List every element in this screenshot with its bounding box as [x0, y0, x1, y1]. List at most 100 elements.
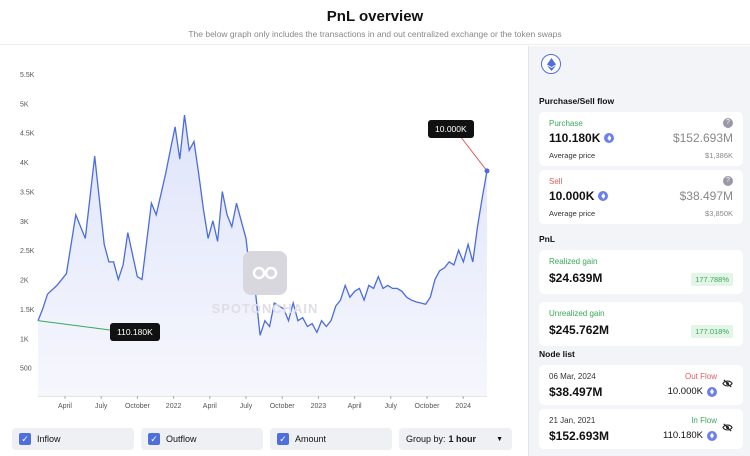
y-tick-label: 5.5K	[20, 72, 35, 79]
page-title: PnL overview	[326, 8, 424, 25]
pnl-title: PnL	[539, 234, 556, 244]
eye-slash-icon[interactable]	[722, 422, 733, 433]
page-header: PnL overview The below graph only includ…	[0, 0, 750, 44]
y-tick-label: 500	[20, 366, 32, 373]
node-usd-value: $38.497M	[549, 385, 603, 399]
sell-tooltip: 10.000K	[428, 120, 474, 138]
sell-amount: 10.000K	[549, 189, 609, 203]
price-line	[37, 115, 488, 336]
realized-gain-value: $24.639M	[549, 271, 603, 285]
group-by-select[interactable]: Group by: 1 hour ▼	[399, 428, 512, 450]
node-item[interactable]: 21 Jan, 2021 In Flow $152.693M 110.180K	[539, 409, 743, 449]
y-tick-label: 3.5K	[20, 189, 35, 196]
node-usd-value: $152.693M	[549, 429, 610, 443]
eth-coin-icon	[598, 191, 609, 201]
y-tick-label: 1K	[20, 336, 29, 343]
x-tick-label: 2022	[166, 403, 182, 410]
sell-connector-line	[459, 135, 488, 172]
x-tick-label: July	[240, 403, 253, 410]
eth-coin-icon	[604, 133, 615, 143]
inflow-toggle[interactable]: ✓ Inflow	[12, 428, 134, 450]
y-tick-label: 3K	[20, 219, 29, 226]
amount-toggle[interactable]: ✓ Amount	[270, 428, 392, 450]
sell-card: Sell ? 10.000K $38.497M Average price $3…	[539, 170, 743, 224]
help-icon[interactable]: ?	[723, 118, 733, 128]
realized-gain-card: Realized gain $24.639M 177.788%	[539, 250, 743, 294]
x-tick-label: April	[58, 403, 72, 410]
unrealized-gain-value: $245.762M	[549, 323, 610, 337]
x-tick-label: October	[415, 403, 441, 410]
purchase-amount: 110.180K	[549, 131, 615, 145]
amount-checkbox-icon[interactable]: ✓	[277, 433, 289, 445]
purchase-connector-line	[37, 320, 111, 331]
x-tick-label: April	[348, 403, 362, 410]
unrealized-gain-card: Unrealized gain $245.762M 177.018%	[539, 302, 743, 346]
header-divider	[0, 44, 750, 45]
node-amount: 110.180K	[663, 430, 717, 441]
realized-gain-label: Realized gain	[549, 257, 598, 266]
node-amount: 10.000K	[668, 386, 717, 397]
purchase-sell-title: Purchase/Sell flow	[539, 96, 615, 106]
x-tick-label: 2024	[455, 403, 471, 410]
unrealized-gain-label: Unrealized gain	[549, 309, 605, 318]
node-date: 21 Jan, 2021	[549, 416, 596, 425]
inflow-checkbox-icon[interactable]: ✓	[19, 433, 31, 445]
inflow-label: Inflow	[37, 434, 61, 444]
outflow-label: Outflow	[166, 434, 197, 444]
chevron-down-icon: ▼	[496, 435, 503, 443]
node-amount-value: 110.180K	[663, 430, 703, 441]
y-tick-label: 4K	[20, 160, 29, 167]
node-flow-type: In Flow	[691, 416, 717, 425]
y-tick-label: 2K	[20, 278, 29, 285]
y-tick-label: 5K	[20, 101, 29, 108]
y-tick-label: 4.5K	[20, 131, 35, 138]
sell-avg-label: Average price	[549, 209, 596, 218]
sell-amount-value: 10.000K	[549, 189, 595, 203]
x-tick-label: 2023	[311, 403, 327, 410]
x-tick-label: July	[385, 403, 398, 410]
x-tick-label: July	[95, 403, 108, 410]
sell-usd: $38.497M	[679, 189, 733, 203]
summary-panel: Purchase/Sell flow Purchase ? 110.180K $…	[528, 46, 750, 456]
x-axis: April July October 2022 April July October 2023…	[38, 395, 487, 410]
y-tick-label: 1.5K	[20, 307, 35, 314]
eth-coin-icon	[707, 386, 717, 397]
purchase-amount-value: 110.180K	[549, 131, 601, 145]
eye-slash-icon[interactable]	[722, 378, 733, 389]
purchase-avg-value: $1,386K	[705, 151, 733, 160]
node-flow-type: Out Flow	[684, 372, 717, 381]
sell-label: Sell	[549, 177, 563, 186]
node-list-title: Node list	[539, 349, 575, 359]
purchase-avg-label: Average price	[549, 151, 596, 160]
eth-coin-icon	[707, 430, 717, 441]
purchase-usd: $152.693M	[672, 131, 733, 145]
watermark: SPOTONCHAIN	[200, 251, 330, 316]
pnl-chart[interactable]: 5.5K 5K 4.5K 4K 3.5K 3K 2.5K 2K 1.5K 1K 500 April J…	[0, 46, 522, 418]
y-axis: 5.5K 5K 4.5K 4K 3.5K 3K 2.5K 2K 1.5K 1K 500	[20, 72, 35, 373]
node-item[interactable]: 06 Mar, 2024 Out Flow $38.497M 10.000K	[539, 365, 743, 405]
x-tick-label: October	[125, 403, 151, 410]
node-amount-value: 10.000K	[667, 386, 703, 397]
sell-point-marker[interactable]	[484, 168, 490, 174]
page-subtitle: The below graph only includes the transa…	[188, 29, 562, 39]
watermark-text: SPOTONCHAIN	[211, 301, 319, 316]
chart-svg[interactable]: 5.5K 5K 4.5K 4K 3.5K 3K 2.5K 2K 1.5K 1K 500 April J…	[0, 46, 522, 418]
sell-avg-value: $3,850K	[705, 209, 733, 218]
y-tick-label: 2.5K	[20, 248, 35, 255]
help-icon[interactable]: ?	[723, 176, 733, 186]
group-by-value: 1 hour	[448, 434, 477, 444]
x-tick-label: April	[203, 403, 217, 410]
chart-controls: ✓ Inflow ✓ Outflow ✓ Amount Group by: 1 …	[0, 426, 522, 450]
outflow-checkbox-icon[interactable]: ✓	[148, 433, 160, 445]
unrealized-gain-percent: 177.018%	[691, 325, 733, 338]
realized-gain-percent: 177.788%	[691, 273, 733, 286]
purchase-card: Purchase ? 110.180K $152.693M Average pr…	[539, 112, 743, 166]
purchase-label: Purchase	[549, 119, 583, 128]
ethereum-icon	[541, 54, 561, 74]
purchase-tooltip: 110.180K	[110, 323, 160, 341]
x-tick-label: October	[270, 403, 296, 410]
outflow-toggle[interactable]: ✓ Outflow	[141, 428, 263, 450]
amount-label: Amount	[295, 434, 327, 444]
group-by-prefix: Group by:	[406, 434, 446, 444]
node-date: 06 Mar, 2024	[549, 372, 596, 381]
